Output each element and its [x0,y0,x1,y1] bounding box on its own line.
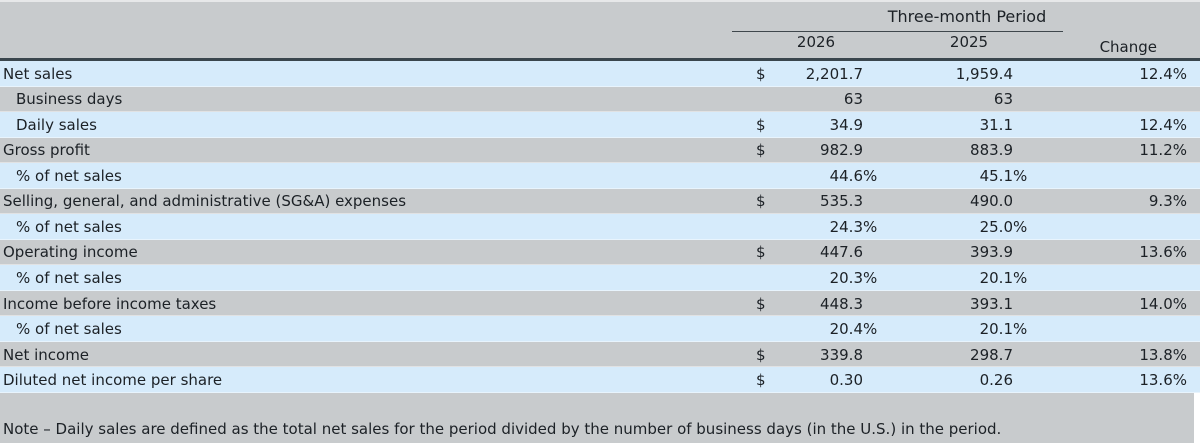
row-label: Diluted net income per share [3,371,223,390]
column-group-header: Three-month Period [887,7,1047,26]
value-change: 13.6% [1139,243,1187,262]
value-2026: 535.3 [820,192,863,211]
column-header-2025: 2025 [949,33,989,51]
table-row: Gross profit $982.9 883.9 11.2% [0,137,1200,164]
value-2026: 0.30 [829,371,863,390]
value-2026: 339.8 [820,345,863,364]
table-footer: Note – Daily sales are defined as the to… [0,392,1194,443]
value-change: 14.0% [1139,294,1187,313]
value-change: 13.8% [1139,345,1187,364]
value-2026: 24.3% [753,214,878,240]
value-2025: 0.26 [979,371,1013,390]
value-2025: 45.1% [903,163,1028,189]
value-2026: 20.4% [753,316,878,342]
value-change: 11.2% [1139,141,1187,160]
percent-sign: % [863,320,878,339]
value-2026: 63 [843,90,863,109]
value-2026: 44.6% [753,163,878,189]
row-label: Business days [16,90,123,109]
percent-sign: % [863,166,878,185]
value-2025: 490.0 [970,192,1013,211]
row-label: Gross profit [3,141,90,160]
row-label: Net income [3,345,90,364]
value-2025: 1,959.4 [955,64,1013,83]
value-2025: 298.7 [970,345,1013,364]
table-header: Three-month Period 2026 2025 Change [0,0,1200,61]
table-row: Net sales $2,201.7 1,959.4 12.4% [0,61,1200,87]
value-2025: 25.0% [903,214,1028,240]
value-change: 13.6% [1139,371,1187,390]
row-label: % of net sales [16,217,122,236]
percent-sign: % [1013,269,1028,288]
row-label: Selling, general, and administrative (SG… [3,192,407,211]
group-header-underline [732,31,1063,32]
row-label: % of net sales [16,166,122,185]
value-2025: 31.1 [979,115,1013,134]
dollar-sign: $ [756,294,766,313]
row-label: % of net sales [16,269,122,288]
value-2025: 20.1% [903,265,1028,291]
column-header-change: Change [1099,38,1157,56]
table-row: % of net sales 20.4% 20.1% [0,316,1200,342]
dollar-sign: $ [756,192,766,211]
dollar-sign: $ [756,64,766,83]
table-row: Operating income $447.6 393.9 13.6% [0,239,1200,266]
table-row: % of net sales 20.3% 20.1% [0,265,1200,291]
percent-sign: % [863,269,878,288]
dollar-sign: $ [756,243,766,262]
value-2026: 20.3% [753,265,878,291]
value-change: 12.4% [1139,64,1187,83]
row-label: Daily sales [16,115,97,134]
value-2026: 982.9 [820,141,863,160]
value-2026: 447.6 [820,243,863,262]
value-change: 9.3% [1148,192,1187,211]
footnote: Note – Daily sales are defined as the to… [3,419,1002,438]
row-label: Income before income taxes [3,294,217,313]
percent-sign: % [1013,320,1028,339]
table-row: Daily sales $34.9 31.1 12.4% [0,112,1200,138]
value-2025: 393.1 [970,294,1013,313]
table-row: Diluted net income per share $0.30 0.26 13.… [0,367,1200,393]
value-2025: 63 [993,90,1013,109]
value-2025: 883.9 [970,141,1013,160]
row-label: % of net sales [16,320,122,339]
table-row: Selling, general, and administrative (SG… [0,188,1200,215]
value-change: 12.4% [1139,115,1187,134]
value-2025: 20.1% [903,316,1028,342]
value-2026: 448.3 [820,294,863,313]
percent-sign: % [1013,217,1028,236]
column-header-2026: 2026 [796,33,836,51]
table-row: % of net sales 24.3% 25.0% [0,214,1200,240]
dollar-sign: $ [756,115,766,134]
percent-sign: % [863,217,878,236]
table-row: Net income $339.8 298.7 13.8% [0,341,1200,368]
table-row: Income before income taxes $448.3 393.1 14.… [0,290,1200,317]
row-label: Operating income [3,243,138,262]
value-2025: 393.9 [970,243,1013,262]
table-row: % of net sales 44.6% 45.1% [0,163,1200,189]
dollar-sign: $ [756,371,766,390]
percent-sign: % [1013,166,1028,185]
dollar-sign: $ [756,345,766,364]
value-2026: 2,201.7 [805,64,863,83]
dollar-sign: $ [756,141,766,160]
row-label: Net sales [3,64,73,83]
value-2026: 34.9 [829,115,863,134]
table-row: Business days 63 63 [0,86,1200,113]
table-body: Net sales $2,201.7 1,959.4 12.4% Business da… [0,61,1200,393]
